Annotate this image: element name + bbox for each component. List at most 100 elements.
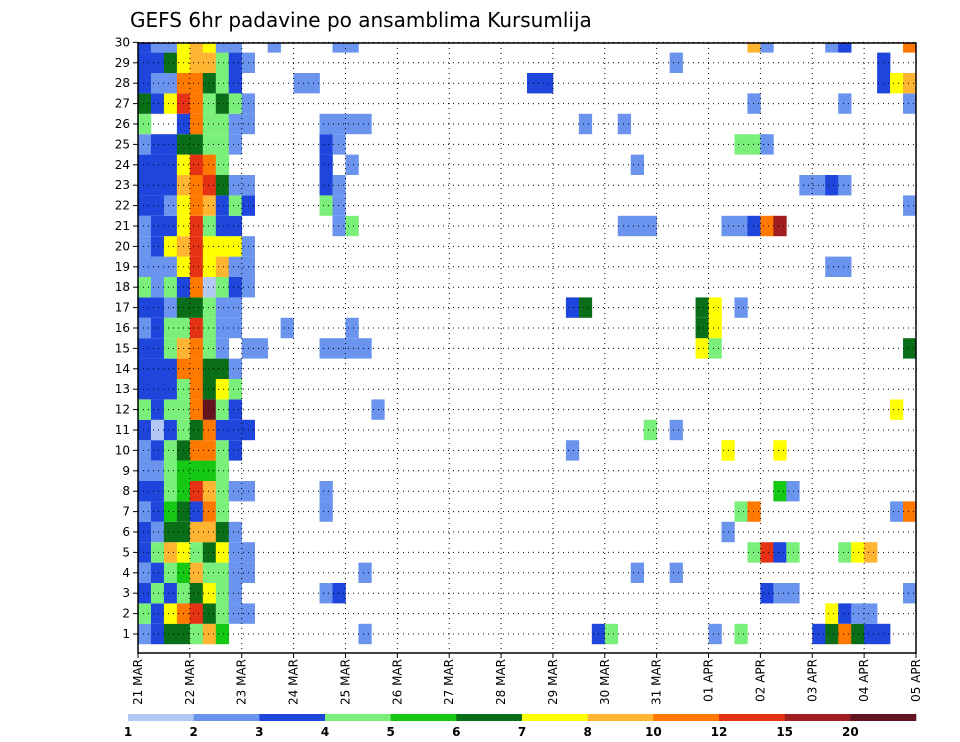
heatmap-cell xyxy=(163,358,178,379)
y-tick-label: 16 xyxy=(115,321,130,335)
heatmap-cell xyxy=(604,623,619,645)
y-tick-label: 30 xyxy=(115,35,130,49)
heatmap-cell xyxy=(786,481,800,502)
heatmap-cell xyxy=(202,419,217,441)
heatmap-cell xyxy=(838,256,852,277)
y-tick-label: 10 xyxy=(115,443,130,457)
heatmap-cell xyxy=(890,73,904,94)
heatmap-cell xyxy=(903,195,917,216)
heatmap-cell xyxy=(189,623,204,645)
heatmap-cell xyxy=(760,43,774,53)
heatmap-cell xyxy=(215,521,230,543)
heatmap-cell xyxy=(202,562,217,583)
heatmap-cell xyxy=(189,195,204,216)
heatmap-cell xyxy=(695,317,709,339)
heatmap-cell xyxy=(163,542,178,563)
heatmap-cell xyxy=(189,521,204,543)
colorbar-swatch xyxy=(850,714,917,721)
heatmap-cell xyxy=(228,297,243,318)
heatmap-cell xyxy=(138,297,152,318)
heatmap-cell xyxy=(150,481,165,502)
heatmap-cell xyxy=(189,603,204,624)
heatmap-cell xyxy=(150,175,165,196)
heatmap-cell xyxy=(228,236,243,257)
heatmap-cell xyxy=(825,623,839,645)
heatmap-cell xyxy=(138,134,152,155)
heatmap-cell xyxy=(734,134,748,155)
colorbar-label: 1 xyxy=(124,725,132,739)
x-tick-label: 03 APR xyxy=(805,659,819,702)
heatmap-cell xyxy=(163,175,178,196)
heatmap-cell xyxy=(150,195,165,216)
heatmap-cell xyxy=(630,215,644,237)
heatmap-cell xyxy=(150,52,165,73)
heatmap-cell xyxy=(150,134,165,155)
heatmap-cell xyxy=(163,460,178,481)
x-tick-label: 04 APR xyxy=(857,659,871,702)
y-tick-label: 8 xyxy=(122,484,130,498)
heatmap-cell xyxy=(163,440,178,461)
heatmap-cell xyxy=(163,297,178,318)
heatmap-cell xyxy=(786,583,800,604)
heatmap-cell xyxy=(150,542,165,563)
heatmap-cell xyxy=(150,521,165,543)
heatmap-cell xyxy=(202,338,217,359)
heatmap-cell xyxy=(150,277,165,298)
heatmap-cell xyxy=(617,215,632,237)
heatmap-cell xyxy=(163,52,178,73)
heatmap-cell xyxy=(215,358,230,379)
heatmap-cell xyxy=(163,134,178,155)
heatmap-cell xyxy=(267,43,281,53)
heatmap-cell xyxy=(150,256,165,277)
heatmap-cell xyxy=(838,93,852,114)
colorbar-swatch xyxy=(653,714,720,721)
heatmap-cell xyxy=(228,43,243,53)
y-tick-label: 4 xyxy=(122,566,130,580)
heatmap-cell xyxy=(138,521,152,543)
heatmap-cell xyxy=(202,43,217,53)
heatmap-cell xyxy=(150,399,165,420)
colorbar-swatch xyxy=(325,714,391,721)
colorbar-swatch xyxy=(456,714,523,721)
heatmap-cell xyxy=(319,195,333,216)
heatmap-cell xyxy=(138,501,152,522)
heatmap-cell xyxy=(319,481,333,502)
heatmap-cell xyxy=(163,562,178,583)
heatmap-cell xyxy=(202,603,217,624)
heatmap-cell xyxy=(138,175,152,196)
dotted-grid xyxy=(138,41,916,653)
heatmap-cell xyxy=(202,134,217,155)
heatmap-cell xyxy=(747,501,761,522)
heatmap-cell xyxy=(189,501,204,522)
heatmap-cell xyxy=(332,175,346,196)
heatmap-cell xyxy=(150,440,165,461)
colorbar-swatch xyxy=(522,714,588,721)
heatmap-cell xyxy=(903,501,917,522)
colorbar-swatch xyxy=(259,714,326,721)
heatmap-cell xyxy=(228,358,243,379)
heatmap-cell xyxy=(189,358,204,379)
x-tick-label: 22 MAR xyxy=(183,659,197,705)
heatmap-cell xyxy=(189,93,204,114)
heatmap-cell xyxy=(319,338,333,359)
heatmap-cell xyxy=(228,521,243,543)
heatmap-cells xyxy=(138,43,917,645)
y-tick-label: 20 xyxy=(115,239,130,253)
heatmap-cell xyxy=(254,338,268,359)
heatmap-cell xyxy=(747,43,761,53)
heatmap-cell xyxy=(189,297,204,318)
heatmap-cell xyxy=(630,154,644,175)
heatmap-cell xyxy=(734,297,748,318)
heatmap-cell xyxy=(202,460,217,481)
heatmap-cell xyxy=(150,358,165,379)
heatmap-cell xyxy=(202,583,217,604)
colorbar-label: 2 xyxy=(189,725,197,739)
colorbar-label: 15 xyxy=(776,725,793,739)
heatmap-cell xyxy=(215,399,230,420)
heatmap-cell xyxy=(228,379,243,400)
heatmap-cell xyxy=(150,623,165,645)
heatmap-cell xyxy=(332,338,346,359)
heatmap-cell xyxy=(786,542,800,563)
heatmap-cell xyxy=(202,154,217,175)
